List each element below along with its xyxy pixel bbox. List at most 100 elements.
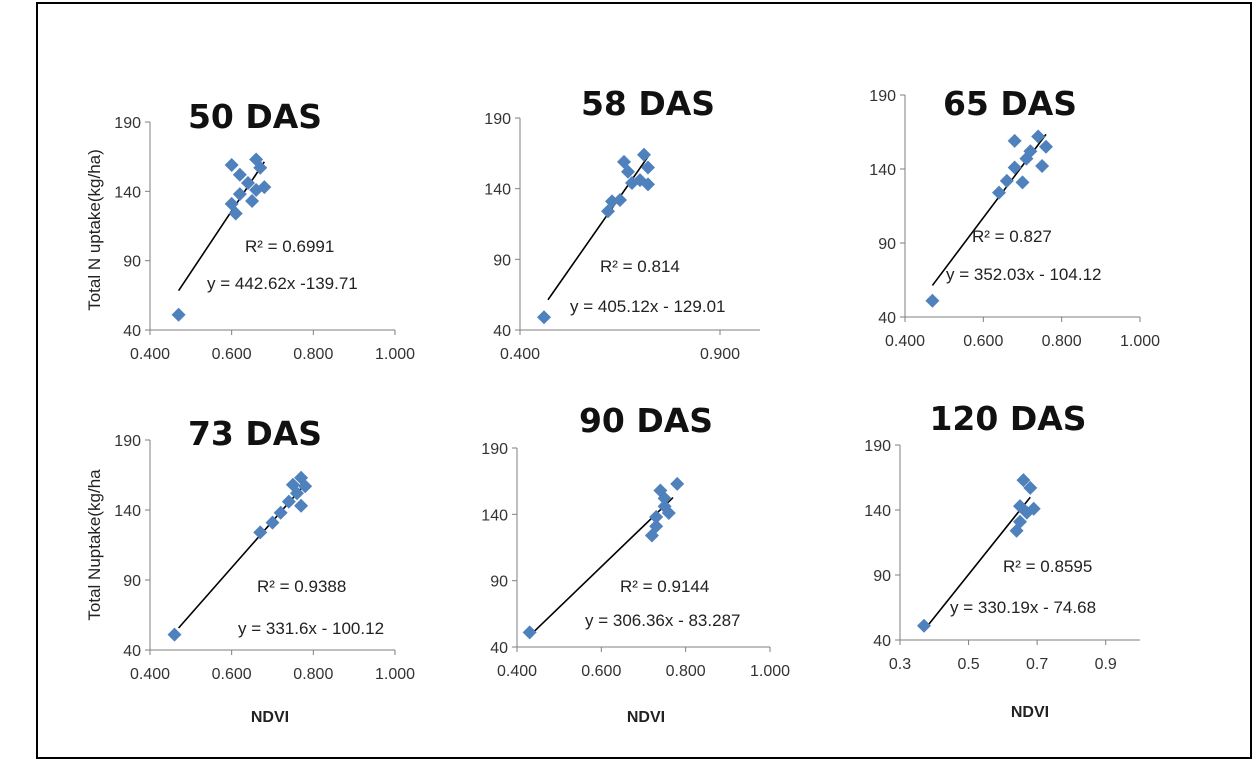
x-tick-label: 0.400: [130, 346, 170, 363]
data-point: [657, 491, 672, 506]
x-tick-label: 0.400: [500, 346, 540, 363]
x-tick-label: 1.000: [1120, 333, 1160, 350]
x-tick-label: 0.600: [212, 666, 252, 683]
y-tick-label: 140: [114, 503, 141, 520]
x-tick-label: 0.400: [130, 666, 170, 683]
chart-title: 65 DAS: [943, 84, 1077, 123]
data-point: [273, 505, 288, 520]
y-tick-label: 190: [114, 115, 141, 132]
data-point: [1007, 133, 1022, 148]
equation-label: y = 442.62x -139.71: [207, 274, 358, 293]
y-tick-label: 190: [114, 433, 141, 450]
y-tick-label: 140: [481, 507, 508, 524]
trendline: [529, 497, 674, 637]
data-point: [1026, 501, 1041, 516]
data-point: [1035, 159, 1050, 174]
y-tick-label: 140: [114, 184, 141, 201]
data-point: [224, 157, 239, 172]
data-point: [1031, 129, 1046, 144]
y-tick-label: 140: [869, 162, 896, 179]
y-tick-label: 40: [490, 640, 508, 657]
x-tick-label: 0.400: [885, 333, 925, 350]
data-point: [253, 525, 268, 540]
y-tick-label: 90: [123, 573, 141, 590]
data-point: [232, 167, 247, 182]
data-point: [1013, 514, 1027, 529]
y-tick-label: 40: [873, 633, 891, 650]
y-tick-label: 90: [123, 254, 141, 271]
y-tick-label: 40: [493, 323, 511, 340]
r-squared-label: R² = 0.827: [972, 227, 1052, 246]
chart-title: 50 DAS: [188, 97, 322, 136]
data-point: [1007, 160, 1022, 175]
x-tick-label: 0.7: [1026, 656, 1048, 673]
data-point: [992, 185, 1006, 200]
equation-label: y = 405.12x - 129.01: [570, 297, 725, 316]
trendline: [177, 483, 306, 629]
data-point: [1015, 175, 1030, 190]
data-point: [232, 187, 247, 202]
data-point: [649, 509, 664, 524]
chart-title: 73 DAS: [188, 414, 322, 453]
data-point: [925, 293, 940, 308]
data-point: [265, 515, 280, 530]
y-tick-label: 190: [869, 88, 896, 105]
r-squared-label: R² = 0.9388: [257, 577, 346, 596]
data-point: [241, 176, 255, 191]
y-axis-label: Total N uptake(kg/ha): [85, 149, 104, 311]
y-tick-label: 90: [873, 568, 891, 585]
x-tick-label: 0.800: [293, 346, 333, 363]
data-point: [1023, 480, 1038, 495]
x-tick-label: 0.600: [212, 346, 252, 363]
x-tick-label: 0.800: [293, 666, 333, 683]
y-tick-label: 140: [484, 182, 511, 199]
x-tick-label: 0.900: [700, 346, 740, 363]
y-tick-label: 190: [481, 441, 508, 458]
y-tick-label: 40: [878, 310, 896, 327]
y-tick-label: 190: [484, 111, 511, 128]
x-tick-label: 1.000: [375, 666, 415, 683]
data-point: [298, 479, 313, 494]
y-tick-label: 40: [123, 643, 141, 660]
data-point: [257, 180, 272, 195]
x-tick-label: 0.800: [1042, 333, 1082, 350]
data-point: [253, 160, 268, 175]
x-tick-label: 0.600: [581, 663, 621, 680]
x-tick-label: 0.5: [957, 656, 979, 673]
data-point: [1023, 144, 1038, 159]
data-point: [228, 206, 243, 221]
data-point: [657, 499, 672, 514]
y-axis-label: Total Nuptake(kg/ha: [85, 469, 104, 621]
r-squared-label: R² = 0.8595: [1003, 557, 1092, 576]
x-tick-label: 1.000: [375, 346, 415, 363]
data-point: [621, 164, 635, 179]
chart-title: 120 DAS: [929, 399, 1086, 438]
r-squared-label: R² = 0.6991: [245, 237, 334, 256]
x-tick-label: 1.000: [750, 663, 790, 680]
data-point: [641, 177, 655, 192]
data-point: [917, 618, 931, 633]
data-point: [670, 476, 685, 491]
x-axis-label: NDVI: [251, 709, 289, 726]
data-point: [649, 519, 664, 534]
data-point: [613, 192, 627, 207]
data-point: [167, 627, 182, 642]
x-tick-label: 0.600: [963, 333, 1003, 350]
data-point: [294, 498, 309, 513]
chart-title: 90 DAS: [579, 401, 713, 440]
data-point: [245, 194, 260, 209]
data-point: [999, 173, 1014, 188]
data-point: [171, 307, 186, 322]
x-tick-label: 0.800: [666, 663, 706, 680]
y-tick-label: 140: [864, 503, 891, 520]
equation-label: y = 306.36x - 83.287: [585, 611, 740, 630]
x-tick-label: 0.9: [1095, 656, 1117, 673]
y-tick-label: 90: [490, 574, 508, 591]
x-tick-label: 0.3: [889, 656, 911, 673]
data-point: [522, 625, 537, 640]
x-axis-label: NDVI: [627, 709, 665, 726]
data-point: [661, 506, 676, 521]
data-point: [1016, 473, 1031, 488]
data-point: [641, 160, 655, 175]
